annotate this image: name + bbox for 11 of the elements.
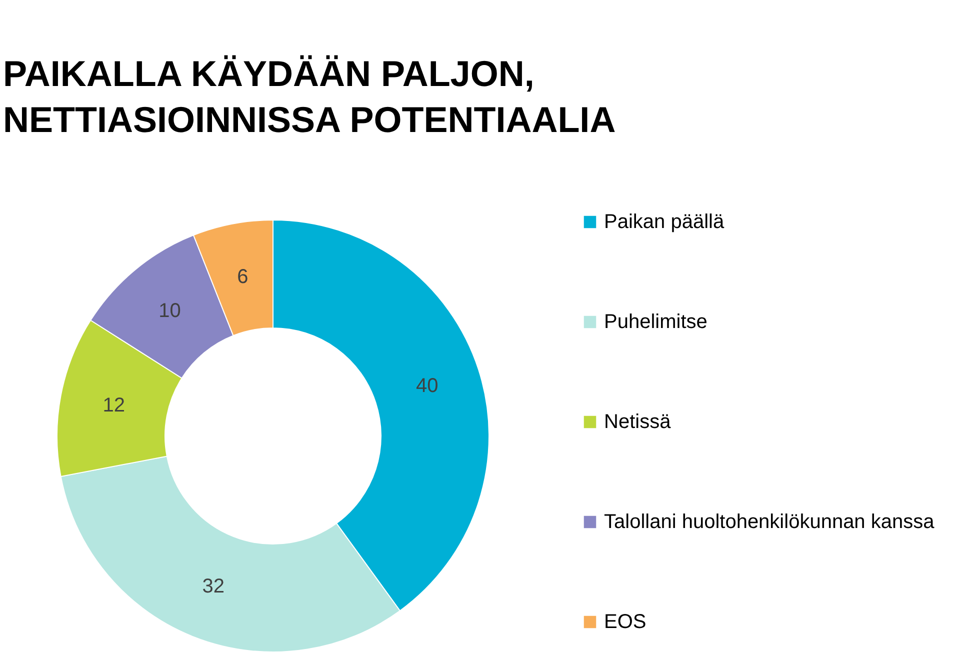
data-label: 40: [416, 374, 438, 397]
legend-label: Netissä: [604, 411, 672, 433]
chart-title: PAIKALLA KÄYDÄÄN PALJON, NETTIASIOINNISSA POTENTIAALIA: [3, 53, 616, 140]
data-label: 10: [158, 300, 181, 322]
data-label: 12: [102, 394, 125, 417]
legend-label: Puhelimitse: [604, 311, 708, 333]
data-label: 32: [202, 576, 224, 598]
legend-label: Talollani huoltohenkilökunnan kanssa: [604, 511, 936, 533]
data-label: 6: [237, 266, 248, 288]
legend-label: Paikan päällä: [604, 211, 725, 233]
legend-label: EOS: [604, 611, 646, 633]
